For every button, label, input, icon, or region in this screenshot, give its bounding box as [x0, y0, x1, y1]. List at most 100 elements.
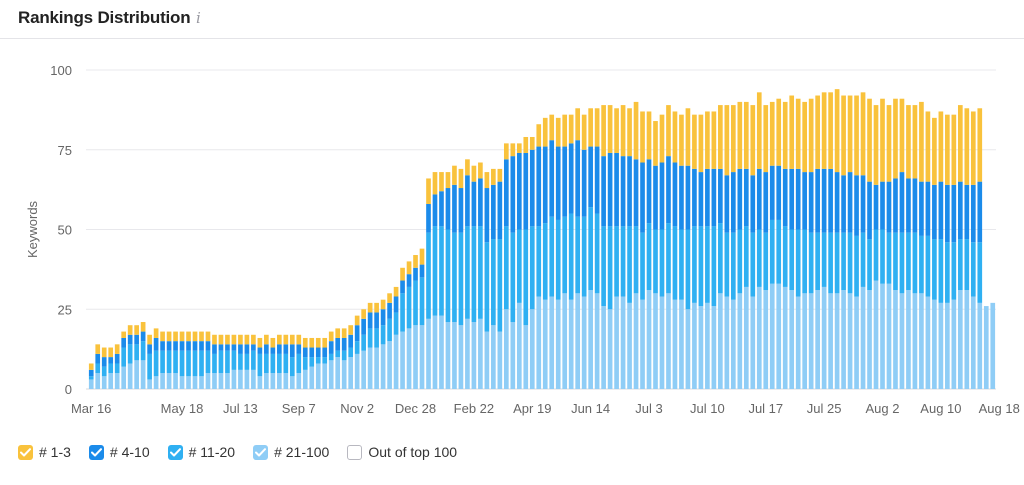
checkbox-checked-icon[interactable] [253, 444, 269, 460]
x-tick-label: Apr 19 [513, 401, 551, 416]
bar-segment: # 11-20: 6 [127, 344, 133, 364]
legend-item[interactable]: # 1-3 [18, 444, 71, 460]
bar-segment: # 11-20: 2 [322, 357, 328, 364]
checkbox-checked-icon[interactable] [88, 444, 104, 460]
bar-segment: # 21-100: 27 [990, 302, 996, 389]
bar-segment: # 21-100: 6 [244, 369, 250, 389]
bar-segment: # 21-100: 32 [756, 286, 762, 389]
bar-segment: # 4-10: 19 [834, 172, 840, 233]
bar-segment: # 11-20: 22 [614, 226, 619, 297]
bar-segment: # 21-100: 31 [588, 290, 593, 389]
bar-segment: # 4-10: 20 [821, 168, 827, 233]
bar-segment: # 4-10: 16 [886, 181, 892, 233]
bar-segment: # 11-20: 19 [977, 242, 983, 303]
bar-segment: # 11-20: 6 [121, 347, 127, 367]
bar-segment: # 4-10: 19 [854, 175, 859, 236]
bar-segment: # 21-100: 28 [730, 299, 736, 389]
bar-segment: # 4-10: 5 [380, 309, 386, 326]
bar-segment: # 11-20: 22 [666, 223, 671, 294]
bar-segment: # 4-10: 10 [432, 194, 438, 227]
bar-segment: # 4-10: 14 [471, 181, 477, 227]
bar-segment: # 21-100: 5 [296, 373, 302, 389]
bar-segment: # 11-20: 28 [484, 242, 490, 332]
bar-segment: # 4-10: 17 [776, 165, 782, 220]
checkbox-checked-icon[interactable] [167, 444, 183, 460]
bar-segment: # 21-100: 29 [549, 296, 555, 389]
bar-segment: # 4-10: 2 [257, 347, 263, 354]
bar-segment: # 11-20: 19 [945, 242, 950, 303]
bar-segment: # 21-100: 10 [335, 357, 341, 389]
checkbox-empty-icon[interactable] [347, 444, 363, 460]
bar-segment: # 11-20: 25 [581, 216, 587, 297]
bar-segment: # 4-10: 18 [802, 172, 808, 230]
bar-segment: # 4-10: 3 [276, 344, 282, 354]
y-axis-label: Keywords [25, 200, 40, 258]
bar-segment: # 4-10: 3 [127, 334, 133, 345]
bar-segment: # 4-10: 21 [633, 159, 639, 227]
bar-segment: # 11-20: 6 [374, 328, 379, 348]
bar-segment: # 21-100: 5 [225, 373, 230, 389]
bar-segment: # 11-20: 25 [555, 219, 561, 300]
bar-segment: # 4-10: 2 [225, 344, 230, 351]
legend-item[interactable]: # 21-100 [253, 444, 329, 460]
bar-segment: # 21-100: 6 [302, 369, 308, 389]
info-icon[interactable]: i [196, 9, 201, 27]
bar-segment: # 21-100: 8 [127, 363, 133, 389]
bar-segment: # 11-20: 22 [718, 223, 723, 294]
bar-segment: # 4-10: 19 [808, 172, 814, 233]
bar-segment: # 21-100: 27 [627, 302, 632, 389]
bar-segment: # 4-10: 20 [815, 168, 820, 233]
bar-segment: # 21-100: 15 [387, 341, 392, 389]
bar-segment: # 4-10: 18 [867, 181, 872, 240]
bar-segment: # 1-3: 12 [588, 108, 593, 147]
bar-segment: # 1-3: 22 [945, 114, 950, 185]
bar-segment: # 11-20: 19 [782, 226, 788, 287]
bar-segment: # 1-3: 3 [101, 347, 107, 358]
bar-segment: # 11-20: 25 [601, 226, 606, 307]
legend-item[interactable]: # 4-10 [88, 444, 150, 460]
checkbox-checked-icon[interactable] [18, 444, 33, 460]
bar-segment: # 21-100: 7 [121, 366, 127, 389]
bar-segment: # 1-3: 3 [114, 344, 120, 354]
bar-segment: # 1-3: 22 [951, 114, 957, 185]
bar-segment: # 21-100: 26 [983, 306, 989, 389]
bar-segment: # 11-20: 7 [257, 353, 263, 377]
bar-segment: # 21-100: 12 [361, 350, 366, 389]
bar-segment: # 11-20: 25 [594, 213, 600, 294]
bar-segment: # 1-3: 18 [633, 101, 639, 160]
bar-segment: # 4-10: 18 [497, 181, 503, 240]
bar-segment: # 1-3: 3 [322, 337, 328, 348]
bar-segment: # 4-10: 16 [465, 175, 470, 227]
bar-segment: # 4-10: 3 [238, 344, 243, 354]
bar-segment: # 4-10: 22 [627, 156, 632, 227]
bar-segment: # 11-20: 7 [173, 350, 178, 374]
bar-segment: # 4-10: 18 [724, 175, 730, 233]
bar-segment: # 1-3: 23 [906, 105, 911, 179]
bar-segment: # 21-100: 30 [718, 293, 723, 389]
legend-item[interactable]: # 11-20 [167, 444, 235, 460]
bar-segment: # 21-100: 26 [698, 306, 704, 389]
bar-segment: # 11-20: 3 [348, 347, 354, 358]
bar-segment: # 4-10: 23 [607, 152, 613, 227]
bar-segment: # 21-100: 25 [529, 309, 535, 389]
bar-segment: # 1-3: 16 [672, 111, 678, 163]
bar-segment: # 21-100: 4 [153, 376, 159, 389]
legend-item[interactable]: Out of top 100 [347, 444, 457, 460]
bar-segment: # 1-3: 23 [808, 98, 814, 173]
bar-segment: # 1-3: 25 [854, 95, 859, 176]
bar-segment: # 4-10: 22 [562, 146, 568, 217]
bar-segment: # 11-20: 16 [873, 229, 879, 281]
bar-segment: # 11-20: 26 [529, 226, 535, 310]
bar-segment: # 21-100: 29 [970, 296, 976, 389]
bar-segment: # 11-20: 6 [251, 350, 256, 370]
bar-segment: # 1-3: 4 [497, 168, 503, 182]
bar-segment: # 21-100: 9 [341, 360, 347, 389]
bar-segment: # 1-3: 3 [354, 315, 360, 326]
bar-segment: # 21-100: 5 [218, 373, 224, 389]
bar-segment: # 4-10: 19 [756, 168, 762, 230]
bar-segment: # 11-20: 21 [646, 223, 652, 291]
bar-segment: # 4-10: 19 [795, 168, 801, 230]
bar-segment: # 11-20: 12 [400, 293, 405, 332]
bar-segment: # 11-20: 5 [238, 353, 243, 370]
bar-segment: # 4-10: 3 [244, 344, 250, 354]
